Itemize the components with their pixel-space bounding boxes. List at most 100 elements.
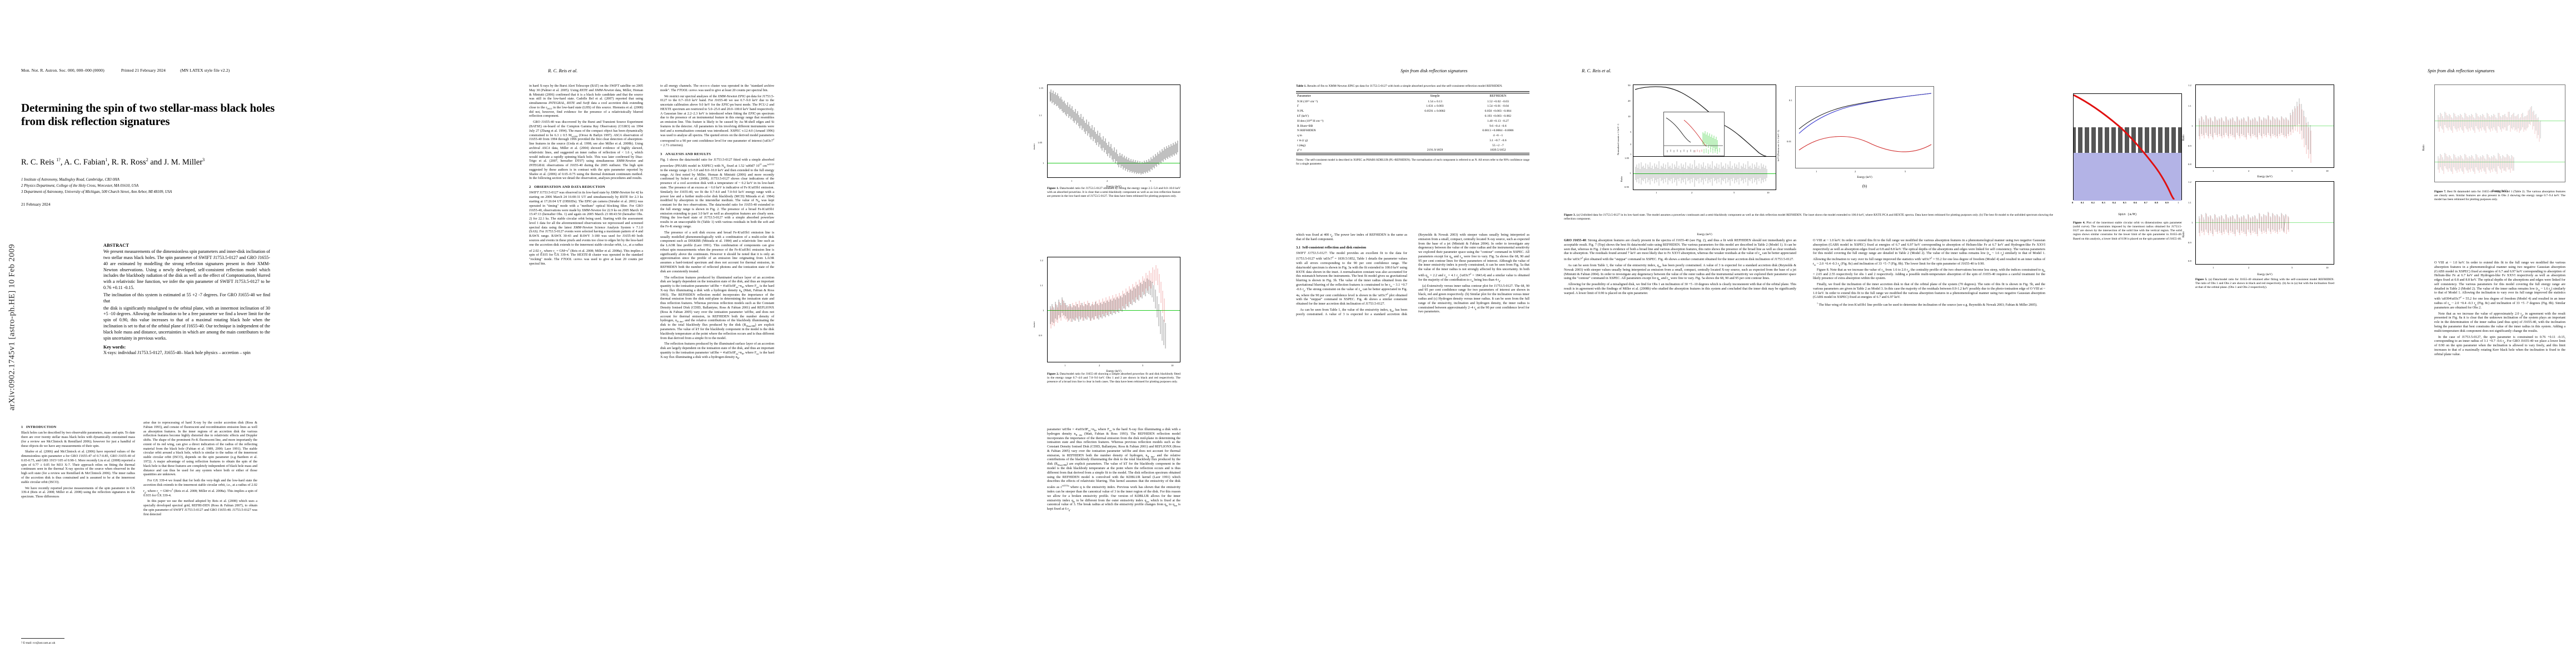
figure-2-plot: Ratio 1.2 1.1 1 0.9 1 2 5 10 xyxy=(1034,257,1180,367)
page-3: Spin from disk reflection signatures Rat… xyxy=(1034,0,1551,667)
keywords-heading: Key words: xyxy=(103,345,126,350)
p5r-para-3: In the case of J1753.5-0127, the spin pa… xyxy=(2434,335,2566,356)
figure-1: Ratio 1.15 1.1 1.05 1 1 2 5 Energy (keV)… xyxy=(1034,84,1180,198)
page-1: Mon. Not. R. Astron. Soc. 000, 000–000 (… xyxy=(0,0,517,667)
p4-col-left: GRO J1655-40: Strong absorption features… xyxy=(1564,239,1796,628)
figure-3-xtick-1: 2 xyxy=(1691,191,1693,194)
p4l-para-1: GRO J1655-40: Strong absorption features… xyxy=(1564,239,1796,262)
figure-5b-xlabel: Energy (keV) xyxy=(2257,273,2273,276)
p3r-para-4: (a) Extensively versus inner radius cont… xyxy=(1418,284,1529,314)
figure-2-ytick-2: 1.1 xyxy=(1040,284,1043,287)
figure-5a-xtick-3: 10 xyxy=(2326,170,2329,172)
figure-1-ytick-2: 1.1 xyxy=(1039,114,1042,117)
figure-5b-xtick-2: 5 xyxy=(2291,266,2293,269)
figure-3-ytick-3: 10 xyxy=(1628,115,1631,118)
figure-1-ytick-3: 1.15 xyxy=(1039,87,1044,89)
table-1-top-rule xyxy=(1296,91,1529,94)
table-row: N PL 0.0591 ± 0.0002 0.050 +0.003 −0.004 xyxy=(1296,109,1529,114)
figure-4-caption: Figure 4. Plot of the innermost stable c… xyxy=(2073,221,2182,241)
table-1-refhiden-4: 1.40 +0.13 −0.27 xyxy=(1487,119,1509,123)
figure-5a-xtick-1: 2 xyxy=(2248,170,2250,172)
p2-col-right: to all energy channels. The hexte-b clus… xyxy=(660,84,774,646)
figure-2-ytick-1: 1 xyxy=(1043,309,1044,312)
p1r-para-2: For GX 339-4 we found that for both the … xyxy=(143,479,258,497)
figure-3-label: Figure 3. xyxy=(1564,213,1576,217)
figure-7-caption: Figure 7. Best fit datamodel ratio for J… xyxy=(2434,190,2565,202)
figure-3-ytick-5: 50 xyxy=(1628,84,1631,87)
abstract-paragraph-1: We present measurements of the dimension… xyxy=(103,249,270,291)
figure-2-ylabel: Ratio xyxy=(1034,321,1036,327)
figure-3b-xtick-0: 1 xyxy=(1816,170,1817,173)
p4r-para-1: O VIII at ~ 1.0 keV. In order to extend … xyxy=(1813,239,2046,267)
figure-1-caption-text: Data/model ratio for J1753.5-0127 obtain… xyxy=(1047,187,1181,198)
page-4-running-head: R. C. Reis et al. xyxy=(1582,68,1612,73)
submission-date: 21 February 2024 xyxy=(21,202,51,207)
figure-7: Ratio Energ xyxy=(2423,84,2565,202)
journal-left: Mon. Not. R. Astron. Soc. 000, 000–000 (… xyxy=(21,68,104,73)
figure-7-ylabel: Ratio xyxy=(2423,145,2425,151)
table-1-refhiden-2: 0.050 +0.003 −0.004 xyxy=(1484,109,1512,113)
figure-5b-data xyxy=(2199,212,2289,236)
p2l-para-3: SWIFT J1753.5-0127 was observed in its l… xyxy=(529,191,644,266)
figure-3-ylabel: Normalized counts s−1 keV−1 xyxy=(1617,123,1620,155)
page-title: Determining the spin of two stellar-mass… xyxy=(21,101,275,128)
figure-5a-xlabel: Energy (keV) xyxy=(2257,176,2273,178)
p3-col-right: which was fixed at 400 rg. The power law… xyxy=(1296,233,1529,645)
figure-3b-ytick-0: 0.01 xyxy=(1787,140,1792,143)
table-row: r in (r g) 3.1 +0.7 −0.6 xyxy=(1296,138,1529,143)
figure-3a-inset xyxy=(1663,112,1725,156)
figure-2-label: Figure 2. xyxy=(1047,372,1059,376)
page-4: R. C. Reis et al. Normalized counts s−1 … xyxy=(1551,0,2067,667)
p3-subsection-title: Self-consistent reflection and disk emis… xyxy=(1302,245,1367,250)
figure-5a-ytick-4: 1.2 xyxy=(2188,84,2191,87)
figure-5b-reference-line xyxy=(2196,222,2334,223)
table-1-col-simple: Simple xyxy=(1430,94,1440,98)
figure-3-caption-text: (a) Unfolded data for J1753.5-0127 in it… xyxy=(1564,213,2054,221)
figure-3b: keV² (Photons cm−2 s−1 keV−1) 0.1 0.01 1… xyxy=(1777,86,1934,188)
figure-2-ytick-3: 1.2 xyxy=(1040,259,1043,262)
figure-3-sub-ylabel: Ratio xyxy=(1620,176,1623,182)
table-1-simple-3 xyxy=(1403,114,1466,119)
table-1-param-8: r in (r g) xyxy=(1297,138,1308,142)
affiliation-2: 2 Physics Department, College of the Hol… xyxy=(21,184,139,188)
table-1-refhiden-0: 1.52 +0.02 −0.03 xyxy=(1487,99,1509,103)
footnote-rule xyxy=(21,638,64,639)
p4-col-right: O VIII at ~ 1.0 keV. In order to extend … xyxy=(1813,239,2045,628)
journal-right: (MN LATEX style file v2.2) xyxy=(180,68,230,73)
p2r-para-2: We restrict our spectral analyses of the… xyxy=(660,94,775,148)
figure-5a-xtick-0: 1 xyxy=(2213,170,2214,172)
table-1-param-7: q in xyxy=(1297,134,1302,138)
affiliation-3: 3 Department of Astronomy, University of… xyxy=(21,190,172,194)
page-5: Spin from disk reflection signatures xyxy=(2067,0,2576,667)
figure-2-data xyxy=(1050,265,1166,349)
section-obs-title: OBSERVATION AND DATA REDUCTION xyxy=(534,185,605,190)
figure-4-label: Figure 4. xyxy=(2073,221,2085,225)
p4r-para-3: Finally, we fixed the inclination of the… xyxy=(1813,283,2045,300)
p3r-para-2: SWIFT J1753.5-0127: The model provides a… xyxy=(1296,251,1407,306)
p4r-para-2: Figure 8. Note that as we increase the v… xyxy=(1813,268,2045,281)
table-row: H den (10²⁰ H cm⁻³) 1.40 +0.13 −0.27 xyxy=(1296,118,1529,123)
table-row: Γ 1.631 ± 0.003 1.54 +0.01 −0.04 xyxy=(1296,104,1529,109)
figure-3-xtick-2: 5 xyxy=(1733,191,1735,194)
figure-7-label: Figure 7. xyxy=(2434,190,2447,193)
figure-1-caption: Figure 1. Data/model ratio for J1753.5-0… xyxy=(1047,187,1180,198)
figure-3b-xtick-1: 2 xyxy=(1855,170,1856,173)
table-1-simple-0: 1.54 ± 0.13 xyxy=(1427,99,1442,103)
table-1-body: N H (10²¹ cm⁻²) 1.54 ± 0.13 1.52 +0.02 −0.… xyxy=(1296,99,1529,153)
p5r-para-1: O VIII at ~ 1.0 keV. In order to extend … xyxy=(2434,261,2565,310)
figure-4-solid-band xyxy=(2074,153,2181,201)
figure-4-xtick-6: 0.6 xyxy=(2134,201,2137,204)
p2r-para-5: The reflection features produced by illu… xyxy=(660,276,775,340)
table-row: i (deg) 55 +2 −7 xyxy=(1296,143,1529,148)
figure-1-xtick-2: 5 xyxy=(1150,180,1152,182)
p5r-para-2: Note that as we increase the value of ap… xyxy=(2434,312,2565,333)
table-1-simple-9 xyxy=(1403,143,1466,148)
figure-7-caption-text: Best fit datamodel ratio for J1655-40 us… xyxy=(2434,190,2566,202)
p1r-para-1: arise due to reprocessing of hard X-ray … xyxy=(143,421,257,477)
figure-3b-ytick-1: 0.1 xyxy=(1789,99,1792,102)
figure-5b-xtick-1: 2 xyxy=(2248,266,2250,269)
table-1-header-row: Parameter Simple REFHIDEN xyxy=(1296,93,1529,99)
figure-5b-xtick-3: 10 xyxy=(2326,266,2329,269)
figure-1-xtick-0: 1 xyxy=(1071,180,1073,182)
figure-4: 0 0.1 0.2 0.3 0.4 0.5 0.6 0.7 0.8 0.9 1 … xyxy=(2072,93,2182,241)
